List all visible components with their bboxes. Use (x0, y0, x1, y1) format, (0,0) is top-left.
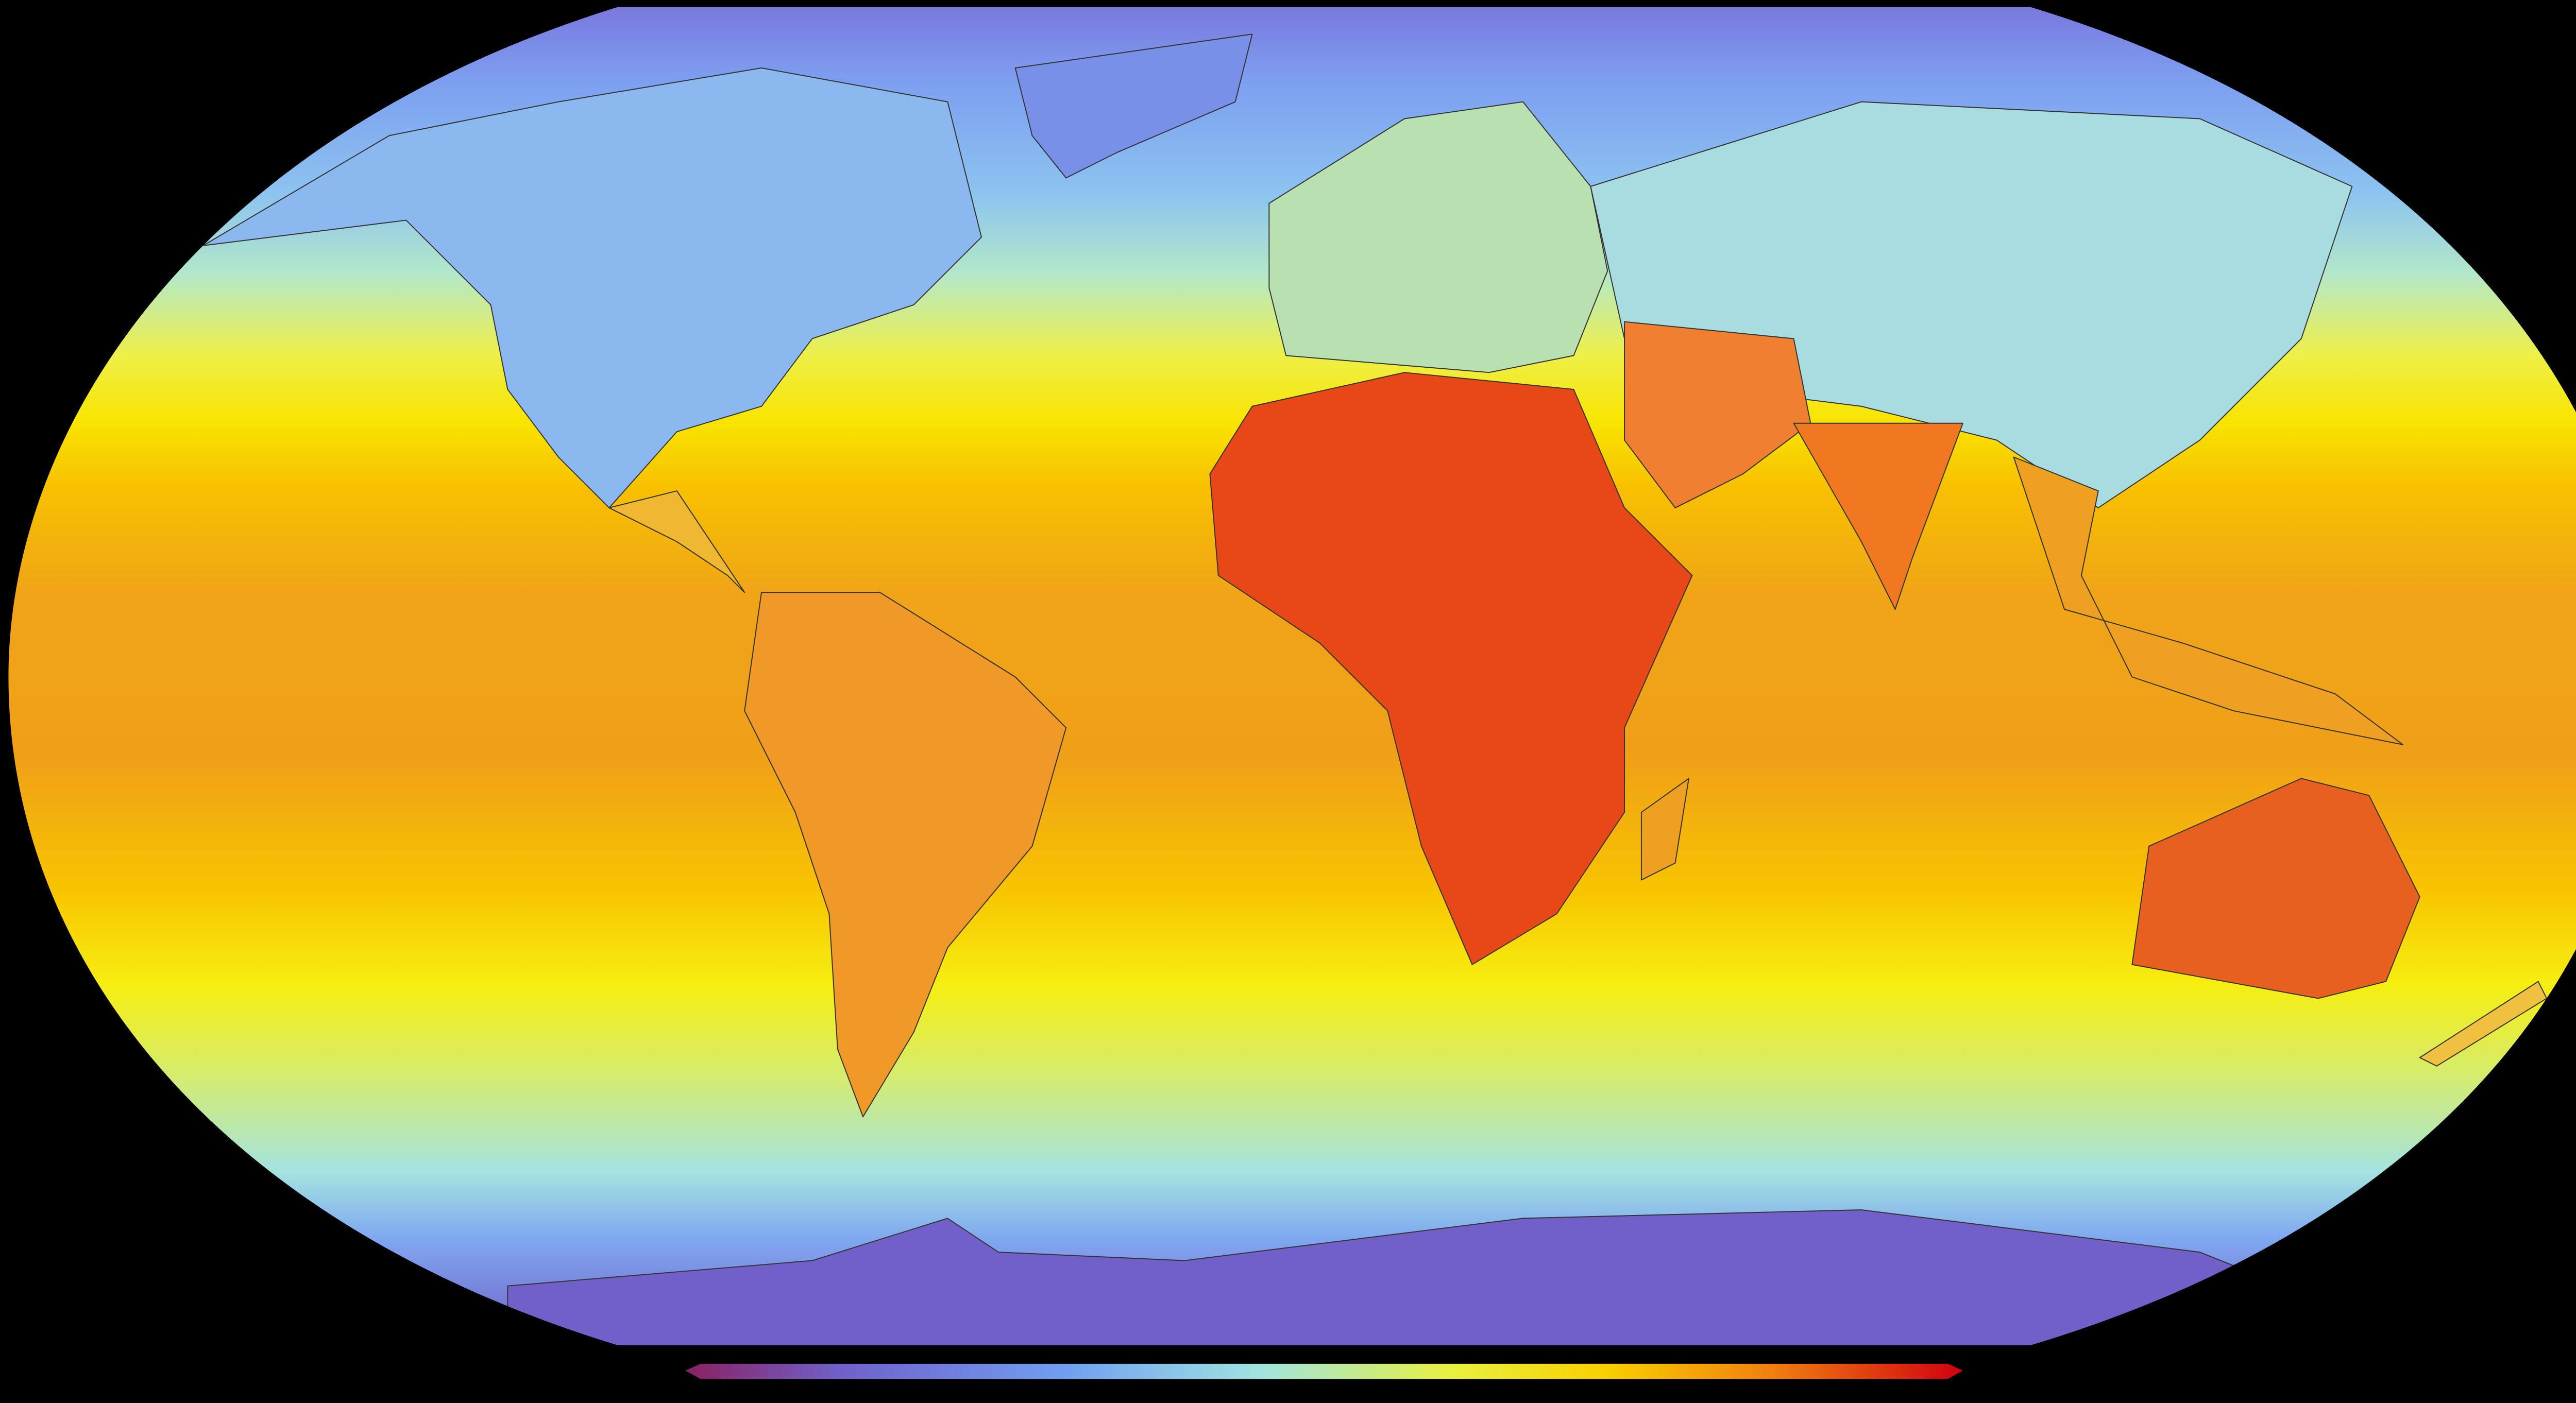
colorbar (685, 1363, 1963, 1379)
europe (1268, 101, 1608, 373)
greenland (1014, 33, 1253, 179)
madagascar (1640, 778, 1689, 881)
australia (2131, 778, 2420, 999)
south-america (744, 592, 1067, 1118)
continents (202, 33, 2548, 1345)
central-america (608, 490, 745, 593)
antarctica (507, 1209, 2370, 1345)
middle-east (1624, 321, 1811, 508)
africa (1209, 372, 1693, 965)
north-america (202, 67, 982, 508)
india (1793, 422, 1963, 610)
southeast-asia (2013, 456, 2403, 745)
